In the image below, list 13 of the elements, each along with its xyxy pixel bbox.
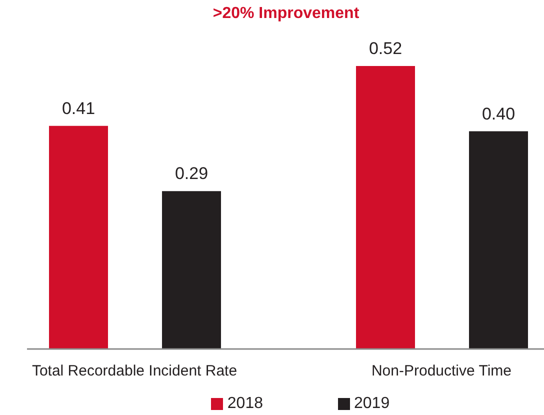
x-tick-label: Non-Productive Time: [371, 362, 512, 380]
data-label: 0.29: [174, 164, 208, 184]
bar: [356, 66, 415, 349]
data-label: 0.52: [368, 39, 402, 58]
chart-title: >20% Improvement: [212, 5, 360, 23]
bar: [162, 191, 221, 349]
bar: [469, 131, 528, 349]
legend-label: 2018: [227, 395, 263, 413]
bar: [49, 126, 108, 349]
data-label: 0.40: [482, 104, 516, 124]
x-tick-label: Total Recordable Incident Rate: [32, 362, 238, 380]
legend-label: 2019: [354, 395, 390, 413]
data-label: 0.41: [62, 98, 96, 118]
